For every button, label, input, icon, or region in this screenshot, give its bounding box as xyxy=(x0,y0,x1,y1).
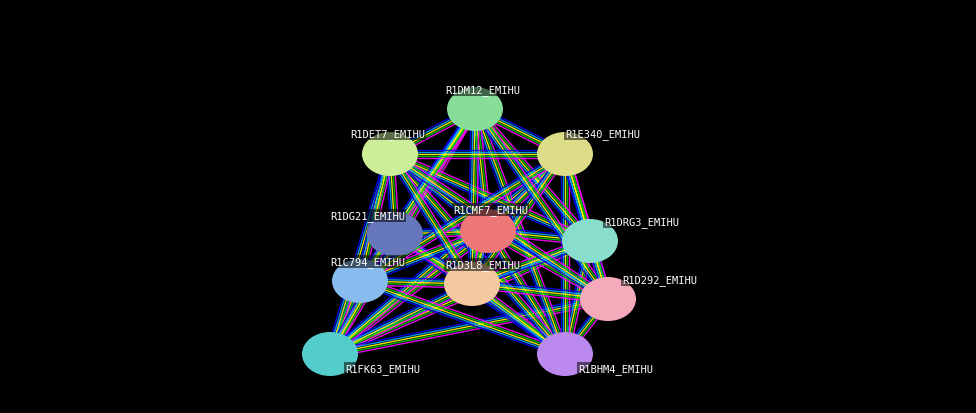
Ellipse shape xyxy=(444,262,500,306)
Ellipse shape xyxy=(447,88,503,132)
Text: R1E340_EMIHU: R1E340_EMIHU xyxy=(565,129,640,140)
Text: R1D3L8_EMIHU: R1D3L8_EMIHU xyxy=(445,259,520,271)
Text: R1D292_EMIHU: R1D292_EMIHU xyxy=(622,274,697,285)
Ellipse shape xyxy=(332,259,388,303)
Ellipse shape xyxy=(537,332,593,376)
Text: R1CMF7_EMIHU: R1CMF7_EMIHU xyxy=(453,204,528,216)
Text: R1DET7_EMIHU: R1DET7_EMIHU xyxy=(350,129,425,140)
Ellipse shape xyxy=(580,277,636,321)
Text: R1BHM4_EMIHU: R1BHM4_EMIHU xyxy=(578,363,653,374)
Ellipse shape xyxy=(562,219,618,263)
Ellipse shape xyxy=(302,332,358,376)
Text: R1DRG3_EMIHU: R1DRG3_EMIHU xyxy=(604,216,679,228)
Ellipse shape xyxy=(537,133,593,177)
Text: R1DG21_EMIHU: R1DG21_EMIHU xyxy=(330,211,405,221)
Text: R1FK63_EMIHU: R1FK63_EMIHU xyxy=(345,363,420,374)
Text: R1C794_EMIHU: R1C794_EMIHU xyxy=(330,256,405,267)
Text: R1DM12_EMIHU: R1DM12_EMIHU xyxy=(445,85,520,96)
Ellipse shape xyxy=(367,212,423,256)
Ellipse shape xyxy=(362,133,418,177)
Ellipse shape xyxy=(460,209,516,254)
